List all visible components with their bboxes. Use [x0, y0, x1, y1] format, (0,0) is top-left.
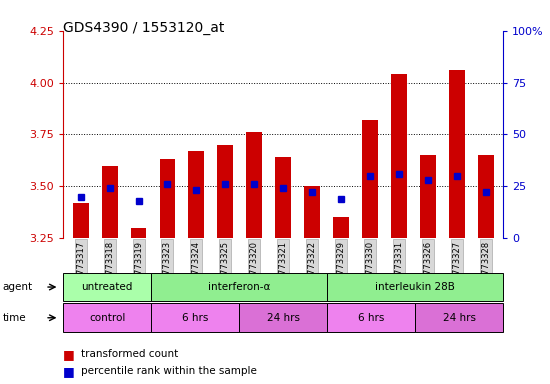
Bar — [160, 159, 175, 238]
Text: ■: ■ — [63, 365, 75, 378]
Bar — [449, 70, 465, 238]
Text: ■: ■ — [63, 348, 75, 361]
Text: interleukin 28B: interleukin 28B — [375, 282, 455, 292]
Text: percentile rank within the sample: percentile rank within the sample — [81, 366, 257, 376]
Bar — [130, 228, 146, 238]
Bar — [276, 157, 291, 238]
Text: 6 hrs: 6 hrs — [182, 313, 208, 323]
Text: time: time — [3, 313, 26, 323]
Bar — [391, 74, 407, 238]
Text: agent: agent — [3, 282, 33, 292]
Bar — [362, 120, 378, 238]
Bar — [246, 132, 262, 238]
Bar — [73, 203, 89, 238]
Text: interferon-α: interferon-α — [208, 282, 271, 292]
Bar — [304, 186, 320, 238]
Text: 6 hrs: 6 hrs — [358, 313, 384, 323]
Bar — [189, 151, 205, 238]
Text: untreated: untreated — [81, 282, 133, 292]
Text: control: control — [89, 313, 125, 323]
Bar — [102, 166, 118, 238]
Bar — [478, 155, 494, 238]
Bar — [217, 145, 233, 238]
Bar — [420, 155, 436, 238]
Text: GDS4390 / 1553120_at: GDS4390 / 1553120_at — [63, 21, 224, 35]
Text: 24 hrs: 24 hrs — [267, 313, 300, 323]
Text: transformed count: transformed count — [81, 349, 178, 359]
Bar — [333, 217, 349, 238]
Text: 24 hrs: 24 hrs — [443, 313, 476, 323]
